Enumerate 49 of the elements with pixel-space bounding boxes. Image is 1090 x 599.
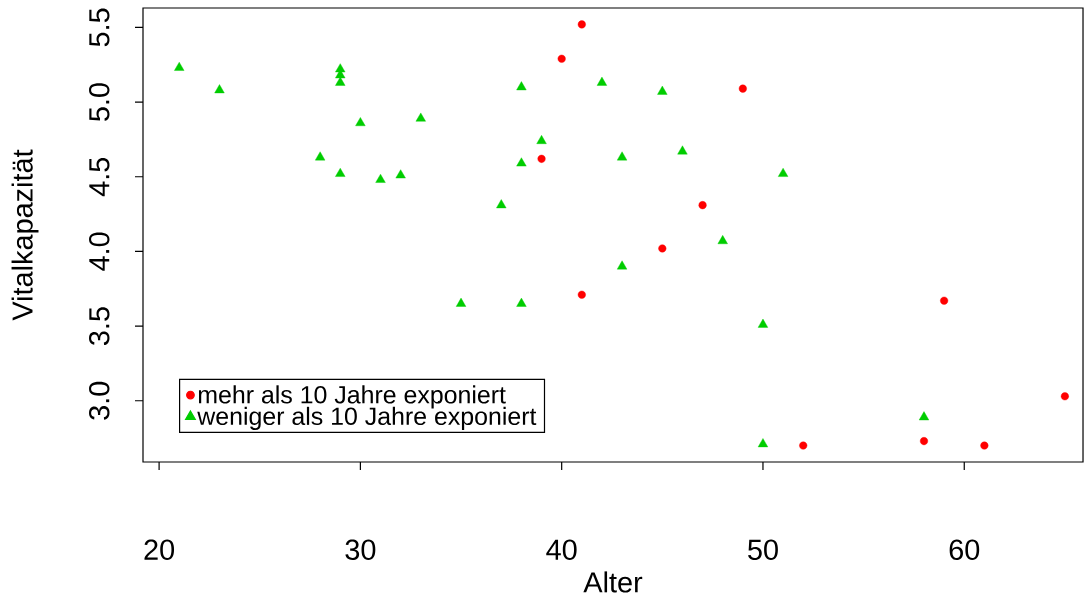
point bbox=[658, 244, 667, 253]
point bbox=[757, 438, 769, 448]
point bbox=[799, 441, 808, 450]
y-tick-label: 4.0 bbox=[89, 232, 110, 271]
x-tick-label: 60 bbox=[949, 539, 980, 560]
point bbox=[375, 173, 386, 183]
point bbox=[918, 411, 930, 421]
point bbox=[698, 201, 707, 210]
y-tick-label: 4.5 bbox=[89, 157, 110, 197]
point bbox=[920, 437, 928, 446]
point bbox=[214, 84, 225, 94]
point bbox=[516, 81, 527, 91]
point bbox=[516, 297, 527, 307]
point bbox=[717, 235, 728, 244]
point bbox=[980, 441, 989, 450]
y-axis-title: Vitalkapazität bbox=[11, 149, 39, 321]
x-axis-title: Alter bbox=[583, 571, 643, 593]
point bbox=[315, 151, 326, 161]
point bbox=[496, 199, 507, 209]
point bbox=[617, 260, 628, 270]
point bbox=[738, 84, 747, 93]
x-tick-label: 50 bbox=[748, 539, 778, 560]
point bbox=[355, 117, 366, 126]
point bbox=[617, 151, 628, 161]
point bbox=[557, 54, 566, 63]
x-tick-label: 30 bbox=[345, 539, 376, 560]
point bbox=[415, 112, 426, 122]
point bbox=[577, 20, 586, 29]
point bbox=[757, 318, 769, 328]
point bbox=[657, 85, 668, 95]
point bbox=[577, 290, 586, 299]
point bbox=[516, 157, 527, 167]
y-tick-label: 3.0 bbox=[89, 381, 110, 420]
point bbox=[677, 145, 688, 155]
point bbox=[596, 76, 607, 86]
x-tick-label: 40 bbox=[546, 539, 577, 560]
point bbox=[536, 135, 547, 144]
point bbox=[174, 61, 185, 71]
y-tick-label: 5.5 bbox=[89, 8, 110, 47]
point bbox=[537, 154, 546, 163]
x-tick-label: 20 bbox=[144, 539, 175, 560]
y-tick-label: 5.0 bbox=[89, 83, 110, 122]
point bbox=[940, 296, 949, 305]
point bbox=[1060, 392, 1069, 401]
point bbox=[395, 169, 406, 179]
point bbox=[335, 167, 346, 177]
y-tick-label: 3.5 bbox=[89, 307, 110, 346]
point bbox=[778, 167, 789, 177]
point bbox=[455, 297, 467, 307]
